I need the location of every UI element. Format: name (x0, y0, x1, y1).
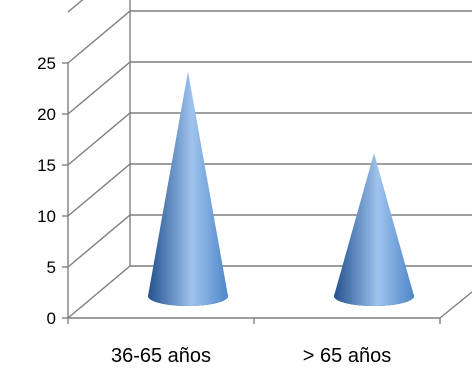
y-tick-label: 5 (47, 258, 56, 277)
y-tick-label: 20 (37, 105, 56, 124)
floor-right-edge (439, 291, 472, 319)
y-tick-label: 0 (47, 309, 56, 328)
gridline (67, 0, 84, 13)
gridline (67, 61, 472, 115)
y-tick-label: 15 (37, 156, 56, 175)
cone-body (148, 71, 228, 306)
gridline (67, 214, 472, 268)
y-tick-label: 10 (37, 207, 56, 226)
axes (62, 0, 472, 324)
y-tick-label: 25 (37, 54, 56, 73)
cones (148, 71, 414, 306)
x-category-label: 36-65 años (111, 345, 211, 367)
x-axis-labels: 36-65 años > 65 años (111, 345, 391, 367)
y-axis-tick-labels: 0 5 10 15 20 25 (37, 54, 56, 328)
cone-bar (334, 153, 414, 306)
gridline (67, 10, 472, 64)
x-category-label: > 65 años (303, 345, 391, 367)
gridline (67, 112, 472, 166)
cone-body (334, 153, 414, 306)
cone-bar (148, 71, 228, 306)
gridlines (67, 0, 472, 268)
floor-left-edge (67, 265, 131, 319)
gridline (67, 163, 472, 217)
